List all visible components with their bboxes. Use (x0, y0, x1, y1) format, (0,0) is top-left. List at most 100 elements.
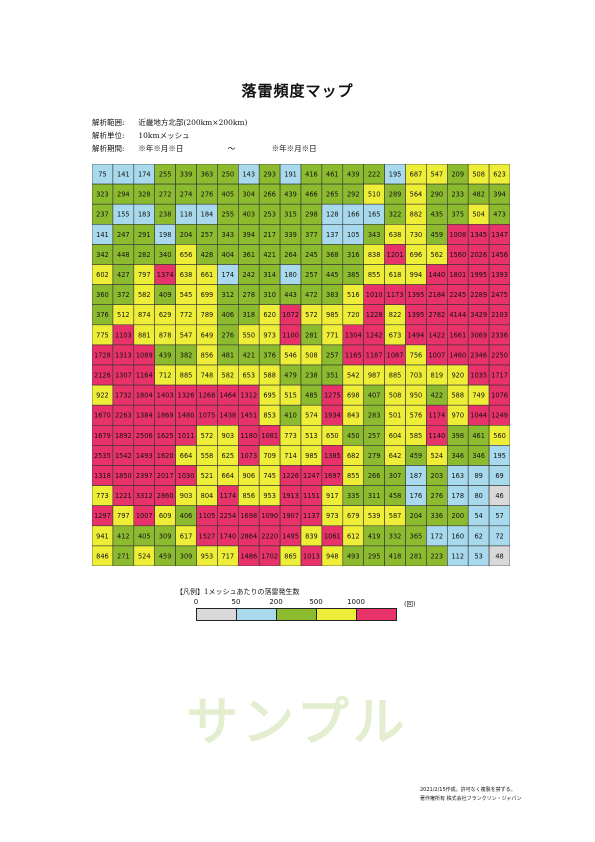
heatmap-cell-label: 822 (389, 311, 402, 319)
lightning-frequency-heatmap: 75 141 174 255 339 363 250 143 293 191 416 461 439 22… (92, 164, 510, 566)
heatmap-cell-label: 1242 (366, 331, 383, 339)
heatmap-cell-label: 906 (242, 472, 255, 480)
heatmap-cell-label: 1440 (428, 271, 445, 279)
heatmap-cell-label: 1297 (94, 512, 111, 520)
heatmap-cell-label: 295 (368, 552, 381, 560)
heatmap-cell-label: 2346 (470, 351, 487, 359)
heatmap-cell-label: 1073 (240, 452, 257, 460)
heatmap-cell-label: 1661 (449, 331, 466, 339)
heatmap-cell-label: 237 (96, 211, 109, 219)
heatmap-cell-label: 1140 (428, 432, 445, 440)
heatmap-cell-label: 410 (284, 412, 297, 420)
heatmap-cell-label: 2336 (491, 331, 508, 339)
heatmap-cell-label: 187 (410, 472, 423, 480)
heatmap-cell-label: 720 (347, 311, 360, 319)
heatmap-cell-label: 1030 (178, 472, 195, 480)
heatmap-cell-label: 217 (263, 231, 276, 239)
heatmap-cell-label: 2289 (470, 291, 487, 299)
heatmap-cell-label: 180 (284, 271, 297, 279)
heatmap-cell-label: 1103 (115, 331, 132, 339)
heatmap-cell-label: 1934 (324, 412, 341, 420)
heatmap-cell-label: 682 (347, 452, 360, 460)
heatmap-cell-label: 856 (242, 492, 255, 500)
heatmap-cell-label: 1180 (240, 432, 257, 440)
heatmap-cell-label: 1011 (178, 432, 195, 440)
heatmap-cell-label: 1913 (282, 492, 299, 500)
heatmap-cell-label: 482 (472, 191, 485, 199)
analysis-period-label: 解析期間: (92, 144, 125, 153)
heatmap-cell-label: 1374 (157, 271, 174, 279)
heatmap-cell-label: 1384 (136, 412, 153, 420)
heatmap-cell-label: 57 (495, 512, 503, 520)
heatmap-cell-label: 137 (326, 231, 339, 239)
heatmap-cell-label: 1732 (115, 392, 132, 400)
heatmap-cell-label: 394 (493, 191, 506, 199)
heatmap-cell-label: 664 (222, 472, 235, 480)
heatmap-cell-label: 504 (472, 211, 485, 219)
heatmap-cell-label: 361 (242, 251, 255, 259)
heatmap-cell-label: 756 (410, 351, 423, 359)
footer-copyright: 著作権所有 株式会社フランクリン・ジャパン (420, 796, 522, 802)
heatmap-cell-label: 1493 (136, 452, 153, 460)
heatmap-cell-label: 172 (431, 532, 444, 540)
heatmap-cell-label: 398 (451, 432, 464, 440)
heatmap-cell-label: 421 (242, 351, 255, 359)
heatmap-cell-label: 1393 (491, 271, 508, 279)
heatmap-cell-label: 545 (180, 291, 193, 299)
heatmap-cell-label: 1201 (387, 251, 404, 259)
heatmap-cell-label: 994 (410, 271, 423, 279)
heatmap-cell-label: 1494 (408, 331, 425, 339)
heatmap-cell-label: 1560 (449, 251, 466, 259)
heatmap-cell-label: 524 (138, 552, 151, 560)
heatmap-cell-label: 1247 (303, 472, 320, 480)
heatmap-cell-label: 335 (347, 492, 360, 500)
heatmap-cell-label: 383 (326, 291, 339, 299)
heatmap-cell-label: 238 (305, 371, 318, 379)
heatmap-cell-label: 304 (242, 191, 255, 199)
heatmap-cell-label: 315 (284, 211, 297, 219)
heatmap-cell-label: 562 (431, 251, 444, 259)
legend-tick-2: 200 (269, 598, 283, 606)
heatmap-cell-label: 1456 (491, 251, 508, 259)
heatmap-cell-label: 853 (263, 412, 276, 420)
legend-unit: (回) (404, 600, 416, 608)
heatmap-cell-label: 48 (495, 552, 503, 560)
heatmap-cell-label: 485 (305, 392, 318, 400)
heatmap-cell-label: 343 (222, 231, 235, 239)
heatmap-cell-label: 290 (431, 191, 444, 199)
heatmap-cell-label: 1010 (366, 291, 383, 299)
heatmap-cell-label: 2397 (136, 472, 153, 480)
heatmap-cell-label: 1892 (115, 432, 132, 440)
heatmap-cell-label: 1801 (449, 271, 466, 279)
heatmap-cell-label: 1422 (428, 331, 445, 339)
heatmap-cell-label: 512 (117, 311, 130, 319)
heatmap-cell-label: 312 (222, 291, 235, 299)
heatmap-cell-label: 238 (159, 211, 172, 219)
heatmap-cell-label: 699 (201, 291, 214, 299)
heatmap-cell-label: 1486 (240, 552, 257, 560)
analysis-range: 解析範囲: 近畿地方北部(200km×200km) (92, 117, 247, 128)
heatmap-cell-label: 222 (368, 170, 381, 178)
heatmap-cell-label: 112 (451, 552, 464, 560)
heatmap-cell-label: 233 (451, 191, 464, 199)
heatmap-cell-label: 1495 (282, 532, 299, 540)
heatmap-cell-label: 445 (326, 271, 339, 279)
heatmap-cell-label: 363 (201, 170, 214, 178)
heatmap-cell-label: 508 (389, 392, 402, 400)
heatmap-cell-label: 250 (222, 170, 235, 178)
heatmap-cell-label: 656 (180, 251, 193, 259)
heatmap-cell-label: 709 (263, 452, 276, 460)
heatmap-cell-label: 278 (242, 291, 255, 299)
heatmap-cell-label: 542 (347, 371, 360, 379)
heatmap-cell-label: 572 (305, 311, 318, 319)
heatmap-cell-label: 1087 (387, 351, 404, 359)
heatmap-cell-label: 255 (159, 170, 172, 178)
analysis-unit-value: 10kmメッシュ (138, 131, 190, 140)
legend-tick-4: 1000 (347, 598, 365, 606)
heatmap-cell-label: 1542 (115, 452, 132, 460)
heatmap-cell-label: 588 (263, 371, 276, 379)
heatmap-cell-label: 773 (96, 492, 109, 500)
heatmap-cell-label: 1081 (261, 432, 278, 440)
heatmap-cell-label: 1527 (199, 532, 216, 540)
heatmap-cell-label: 289 (389, 191, 402, 199)
